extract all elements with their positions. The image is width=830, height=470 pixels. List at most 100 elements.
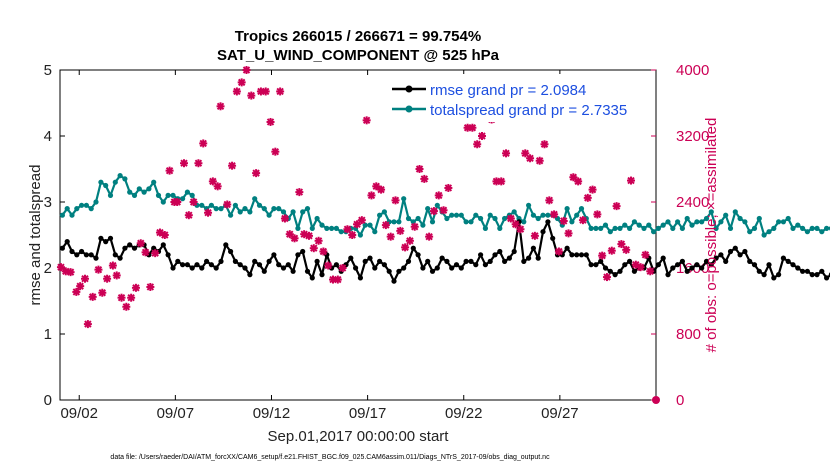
rmse-point <box>694 262 700 268</box>
rmse-point <box>386 268 392 274</box>
rmse-point <box>410 245 416 251</box>
spread-point <box>785 215 791 222</box>
obs-point <box>396 226 405 235</box>
rmse-point <box>194 262 200 268</box>
rmse-point <box>627 258 633 264</box>
rmse-point <box>463 258 469 264</box>
spread-point <box>545 212 551 218</box>
obs-point <box>506 214 515 223</box>
spread-point <box>107 192 114 198</box>
rmse-point <box>723 258 729 264</box>
rmse-point <box>204 258 210 264</box>
spread-point <box>699 219 705 225</box>
obs-point <box>578 216 587 225</box>
obs-point <box>83 320 92 329</box>
y-right-tick-label: 2400 <box>676 194 709 211</box>
obs-point <box>415 165 424 173</box>
y-axis-left-label: rmse and totalspread <box>27 165 44 306</box>
spread-point <box>790 225 796 231</box>
obs-point <box>141 248 150 257</box>
rmse-point <box>578 252 585 258</box>
spread-point <box>333 225 339 231</box>
obs-point <box>112 271 121 280</box>
rmse-point <box>588 262 594 268</box>
rmse-point <box>103 239 109 245</box>
spread-point <box>165 192 171 198</box>
rmse-point <box>131 245 138 251</box>
rmse-point <box>458 265 464 271</box>
spread-point <box>261 206 267 212</box>
rmse-point <box>574 252 580 258</box>
spread-point <box>819 229 825 235</box>
spread-point <box>256 202 263 208</box>
rmse-point <box>809 272 815 278</box>
obs-point <box>247 91 256 100</box>
y-axis-right-label: # of obs: o=possible; ×=assimilated <box>703 118 720 353</box>
rmse-point <box>511 248 517 255</box>
spread-point <box>675 219 681 225</box>
rmse-point <box>127 242 133 248</box>
rmse-point <box>689 265 695 271</box>
spread-point <box>540 212 546 218</box>
obs-point <box>535 156 544 165</box>
rmse-point <box>487 258 493 264</box>
rmse-point <box>795 265 801 271</box>
rmse-point <box>521 258 527 264</box>
obs-point <box>304 231 313 240</box>
spread-point <box>756 215 762 222</box>
spread-point <box>617 225 623 231</box>
y-right-tick-label: 0 <box>676 392 684 409</box>
rmse-point <box>401 265 407 271</box>
spread-point <box>607 229 613 235</box>
rmse-point <box>348 255 354 261</box>
spread-point <box>487 212 493 218</box>
y-left-tick-label: 1 <box>44 326 52 343</box>
rmse-point <box>713 255 719 261</box>
obs-point <box>357 216 366 225</box>
spread-point <box>684 215 690 222</box>
spread-point <box>377 212 383 218</box>
y-left-tick-label: 5 <box>44 62 52 79</box>
spread-point <box>103 182 109 189</box>
spread-point <box>670 225 676 231</box>
obs-point <box>598 251 607 260</box>
obs-point <box>410 222 419 231</box>
spread-point <box>131 192 138 198</box>
spread-point <box>511 209 517 215</box>
rmse-point <box>761 272 767 278</box>
spread-point <box>160 199 166 205</box>
spread-point <box>530 212 537 218</box>
obs-point <box>362 116 371 125</box>
rmse-point <box>377 258 383 264</box>
obs-point <box>189 198 198 206</box>
obs-point <box>333 275 342 284</box>
spread-point <box>742 219 748 225</box>
rmse-point <box>107 235 114 241</box>
obs-point <box>213 182 222 191</box>
spread-point <box>660 222 666 228</box>
rmse-point <box>453 262 460 268</box>
rmse-point <box>271 252 277 258</box>
spread-point <box>122 176 128 182</box>
rmse-point <box>170 265 176 271</box>
obs-point <box>271 147 280 156</box>
spread-point <box>324 225 330 231</box>
obs-point <box>324 261 333 270</box>
y-left-tick-label: 4 <box>44 128 52 145</box>
obs-point <box>127 293 136 302</box>
rmse-point <box>482 262 488 268</box>
spread-point <box>401 196 407 202</box>
obs-point <box>165 166 174 175</box>
obs-point <box>636 263 645 272</box>
spread-point <box>478 215 484 222</box>
obs-possible-marker <box>652 396 660 404</box>
rmse-point <box>550 235 556 241</box>
rmse-point <box>569 252 575 258</box>
rmse-point <box>165 252 171 258</box>
spread-point <box>83 202 89 208</box>
rmse-point <box>800 268 806 274</box>
spread-point <box>127 189 133 195</box>
obs-point <box>94 265 103 274</box>
obs-point <box>550 210 559 219</box>
spread-point <box>141 189 147 195</box>
